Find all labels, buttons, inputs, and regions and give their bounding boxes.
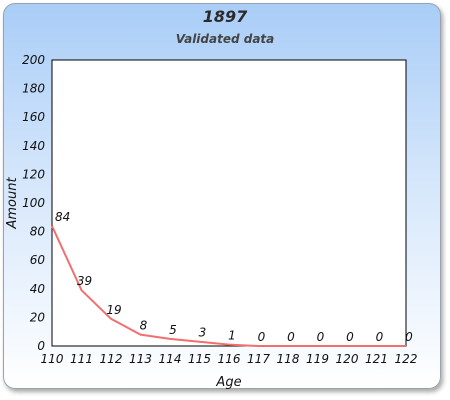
- data-label: 0: [376, 330, 384, 344]
- x-tick-label: 122: [395, 352, 418, 366]
- x-tick-label: 112: [100, 352, 123, 366]
- data-labels: 84 39 19 8 5 3 1 0 0 0 0 0 0: [55, 210, 413, 344]
- data-label: 1: [228, 329, 236, 343]
- data-label: 5: [169, 323, 177, 337]
- x-tick-label: 119: [306, 352, 329, 366]
- data-label: 39: [77, 274, 92, 288]
- x-tick-label: 115: [188, 352, 211, 366]
- y-tick-label: 160: [22, 110, 45, 124]
- plot-area: [51, 59, 407, 347]
- data-label: 3: [199, 326, 207, 340]
- x-tick-label: 118: [277, 352, 300, 366]
- y-axis: 0 20 40 60 80 100 120 140 160 180 200: [22, 53, 45, 353]
- x-tick-label: 116: [218, 352, 241, 366]
- x-tick-label: 111: [70, 352, 93, 366]
- y-tick-label: 0: [37, 339, 45, 353]
- y-tick-label: 80: [30, 225, 46, 239]
- y-tick-label: 140: [22, 139, 45, 153]
- data-label: 0: [317, 330, 325, 344]
- data-label: 8: [140, 319, 148, 333]
- data-label: 84: [55, 210, 70, 224]
- y-tick-label: 60: [30, 253, 46, 267]
- x-tick-label: 110: [41, 352, 64, 366]
- chart-title: 1897: [202, 7, 248, 26]
- data-label: 0: [346, 330, 354, 344]
- y-tick-label: 120: [22, 167, 45, 181]
- x-axis-label: Age: [215, 375, 241, 390]
- data-label: 19: [106, 303, 121, 317]
- series-line: [51, 225, 406, 347]
- x-tick-label: 121: [365, 352, 388, 366]
- data-label: 0: [258, 330, 266, 344]
- data-label: 0: [405, 330, 413, 344]
- y-tick-label: 200: [22, 53, 45, 67]
- y-tick-label: 20: [30, 310, 46, 324]
- y-axis-label: Amount: [5, 177, 20, 230]
- data-label: 0: [287, 330, 295, 344]
- chart-subtitle: Validated data: [175, 32, 275, 46]
- y-tick-label: 100: [22, 196, 45, 210]
- x-axis: 110 111 112 113 114 115 116 117 118 119 120 121 122: [41, 352, 418, 366]
- x-tick-label: 117: [247, 352, 270, 366]
- x-tick-label: 113: [129, 352, 152, 366]
- x-tick-label: 114: [159, 352, 182, 366]
- y-tick-label: 180: [22, 82, 45, 96]
- x-tick-label: 120: [336, 352, 359, 366]
- y-tick-label: 40: [30, 282, 46, 296]
